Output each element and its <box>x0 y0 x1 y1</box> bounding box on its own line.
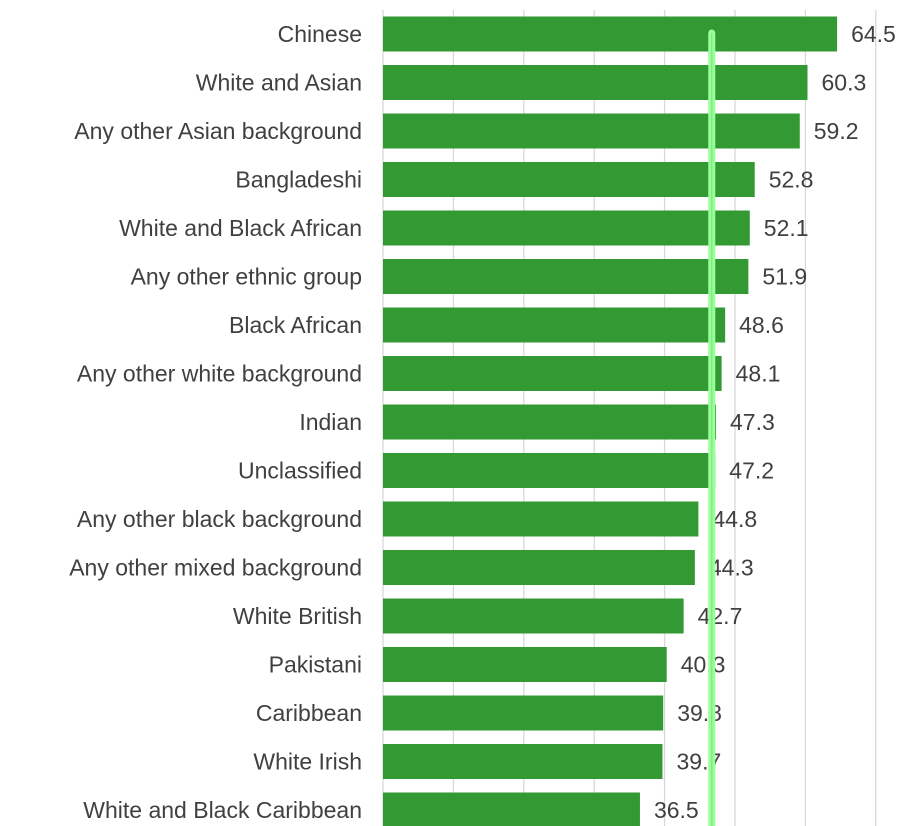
bar-white-and-asian <box>383 65 808 100</box>
category-label-chinese: Chinese <box>278 21 362 47</box>
bar-caribbean <box>383 695 664 731</box>
category-label-white-irish: White Irish <box>253 749 362 775</box>
bar-bangladeshi <box>383 162 755 197</box>
category-label-bangladeshi: Bangladeshi <box>235 167 362 193</box>
category-label-white-and-black-african: White and Black African <box>119 215 362 241</box>
value-label-chinese: 64.5 <box>851 21 896 47</box>
bar-indian <box>383 404 716 440</box>
category-label-any-other-mixed-background: Any other mixed background <box>69 555 362 581</box>
category-label-any-other-white-background: Any other white background <box>77 361 362 387</box>
value-label-bangladeshi: 52.8 <box>769 167 814 193</box>
bar-any-other-mixed-background <box>383 550 695 585</box>
value-label-any-other-black-background: 44.8 <box>712 506 757 532</box>
bar-unclassified <box>383 453 716 488</box>
value-label-white-and-black-african: 52.1 <box>764 215 809 241</box>
bar-any-other-black-background <box>383 501 699 537</box>
value-label-white-and-black-caribbean: 36.5 <box>654 797 699 823</box>
value-label-white-british: 42.7 <box>698 603 743 629</box>
value-label-white-and-asian: 60.3 <box>822 70 867 96</box>
category-label-any-other-black-background: Any other black background <box>77 506 362 532</box>
category-label-any-other-ethnic-group: Any other ethnic group <box>131 264 362 290</box>
bar-pakistani <box>383 647 667 682</box>
value-label-any-other-ethnic-group: 51.9 <box>762 264 807 290</box>
category-label-indian: Indian <box>299 409 362 435</box>
value-label-pakistani: 40.3 <box>681 652 726 678</box>
bar-black-african <box>383 307 726 343</box>
bar-chinese <box>383 16 838 52</box>
value-label-black-african: 48.6 <box>739 312 784 338</box>
bar-white-and-black-african <box>383 210 750 246</box>
value-label-unclassified: 47.2 <box>729 458 774 484</box>
category-label-pakistani: Pakistani <box>269 652 362 678</box>
bar-white-british <box>383 598 684 634</box>
bar-white-and-black-caribbean <box>383 792 640 826</box>
bar-any-other-white-background <box>383 356 722 391</box>
bar-any-other-ethnic-group <box>383 259 749 294</box>
category-label-unclassified: Unclassified <box>238 458 362 484</box>
category-label-caribbean: Caribbean <box>256 700 362 726</box>
category-label-white-british: White British <box>233 603 362 629</box>
value-label-any-other-mixed-background: 44.3 <box>709 555 754 581</box>
bars <box>383 16 838 826</box>
category-label-any-other-asian-background: Any other Asian background <box>74 118 362 144</box>
category-label-black-african: Black African <box>229 312 362 338</box>
category-label-white-and-black-caribbean: White and Black Caribbean <box>83 797 362 823</box>
category-label-white-and-asian: White and Asian <box>196 70 362 96</box>
value-label-indian: 47.3 <box>730 409 775 435</box>
category-labels: Chinese White and Asian Any other Asian ba… <box>69 21 362 823</box>
value-label-any-other-white-background: 48.1 <box>736 361 781 387</box>
bar-any-other-asian-background <box>383 113 800 149</box>
value-label-any-other-asian-background: 59.2 <box>814 118 859 144</box>
bar-white-irish <box>383 744 663 779</box>
